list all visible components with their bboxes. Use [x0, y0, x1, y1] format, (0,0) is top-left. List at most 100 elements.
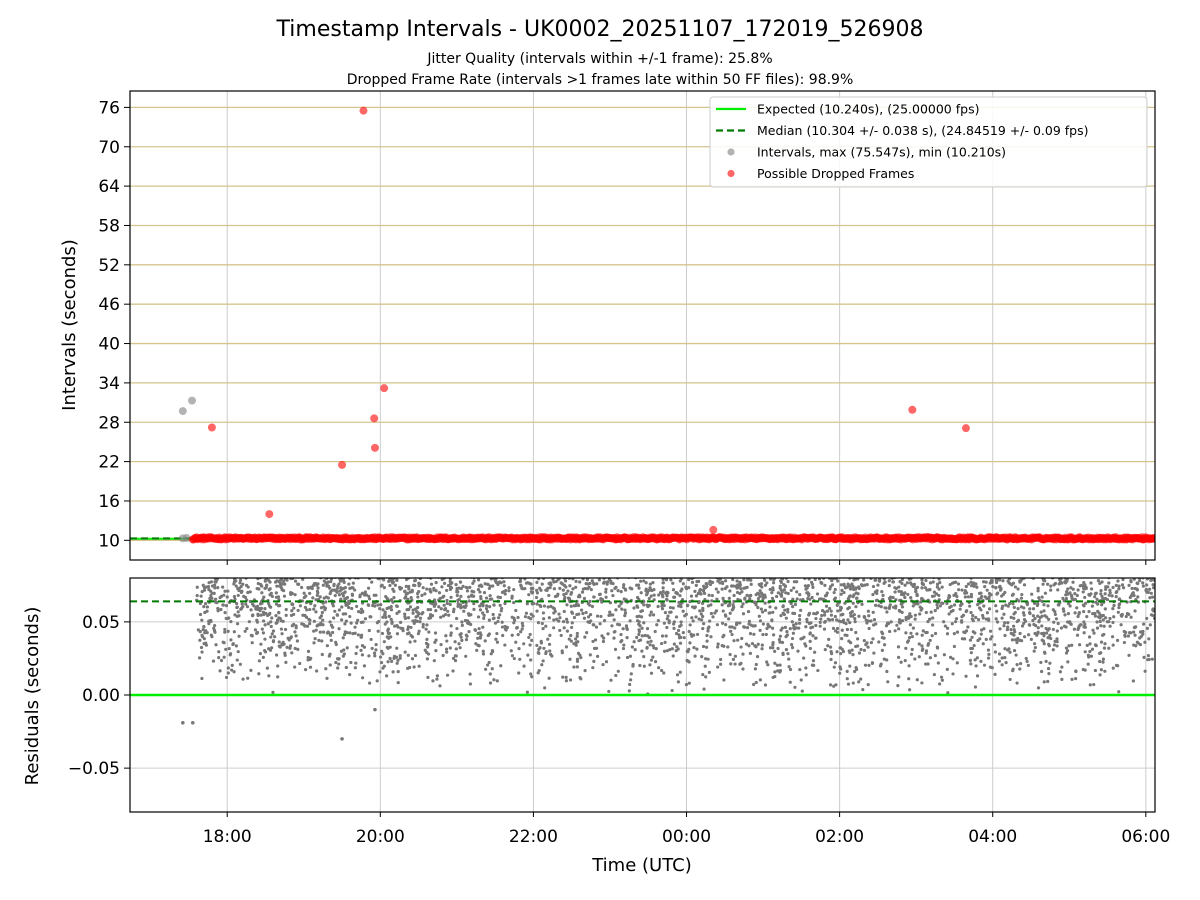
residual-point [462, 574, 465, 577]
residual-point [915, 593, 919, 598]
residual-point [308, 621, 312, 626]
residual-point [969, 610, 973, 615]
residual-point [343, 597, 347, 601]
residual-point [823, 594, 828, 598]
residual-point [426, 573, 429, 576]
residual-point [541, 627, 545, 631]
residual-point [766, 623, 770, 627]
residual-point [586, 615, 591, 619]
residual-point [924, 651, 928, 655]
residual-point [874, 598, 879, 603]
residuals-plot-area [130, 569, 1155, 741]
residual-point [472, 607, 476, 611]
residual-point [295, 639, 300, 643]
residual-point [281, 588, 286, 593]
residual-point [998, 627, 1002, 631]
residual-point [445, 572, 448, 575]
residual-point [1150, 595, 1155, 599]
residual-point [745, 626, 750, 630]
residual-point [424, 627, 428, 631]
residual-point [661, 581, 665, 585]
residual-point [642, 603, 646, 607]
residual-point [575, 631, 579, 636]
residual-point [871, 584, 876, 589]
legend: Expected (10.240s), (25.00000 fps)Median… [709, 96, 1148, 188]
residual-point [962, 630, 966, 634]
residual-point [562, 626, 566, 630]
residual-point [355, 621, 359, 625]
residual-point [909, 596, 913, 600]
residual-point [382, 664, 386, 668]
residual-point [1150, 569, 1153, 572]
residual-point [637, 614, 641, 618]
residual-point [464, 633, 468, 637]
residual-point [462, 570, 465, 573]
residual-point [904, 646, 908, 650]
residual-point [776, 591, 780, 595]
residual-point [298, 604, 303, 608]
residual-point [468, 570, 471, 573]
residual-point [488, 594, 492, 598]
residual-point [1022, 635, 1027, 639]
residual-point [451, 656, 456, 660]
residual-point [979, 596, 983, 600]
residual-point [535, 580, 539, 584]
residual-point [1099, 640, 1104, 644]
residual-point [795, 590, 799, 594]
residual-point [662, 671, 666, 675]
residual-point [230, 663, 234, 667]
residual-point [701, 606, 705, 610]
residual-point [829, 649, 833, 654]
residual-point [820, 609, 825, 613]
residual-point [241, 605, 245, 609]
residual-point [367, 594, 371, 598]
residual-point [859, 647, 863, 652]
residual-point [757, 614, 761, 618]
residual-point [668, 648, 672, 652]
residual-point [986, 617, 991, 621]
residual-point [1075, 633, 1080, 637]
residual-point [828, 606, 832, 611]
residual-point [1084, 569, 1087, 572]
residual-point [449, 633, 453, 637]
residual-point [1033, 616, 1037, 621]
residual-point [969, 580, 973, 584]
residual-point [1133, 633, 1137, 637]
residual-point [504, 628, 508, 632]
residual-point [317, 638, 321, 642]
residual-point [747, 594, 752, 598]
residual-point [1040, 599, 1044, 604]
residual-point [390, 573, 393, 576]
residual-point [727, 596, 731, 600]
residual-point [688, 641, 692, 645]
residual-point [223, 572, 226, 575]
residual-point [954, 592, 958, 596]
residual-point [382, 640, 386, 644]
residual-point [487, 586, 491, 591]
residual-point [792, 626, 796, 630]
residual-point [283, 653, 287, 657]
residual-point [784, 648, 789, 652]
residual-point [549, 583, 553, 587]
residual-point [268, 611, 272, 615]
residual-point [578, 675, 582, 680]
residual-point [702, 622, 706, 626]
residual-point [433, 574, 436, 577]
residual-point [476, 636, 480, 640]
residual-point [753, 667, 758, 671]
residual-point [209, 633, 213, 637]
residual-point [221, 574, 224, 577]
residual-point [789, 588, 793, 593]
residual-point [574, 574, 577, 577]
residual-point [460, 623, 464, 627]
residual-point [248, 590, 252, 594]
residual-point [1123, 633, 1127, 637]
residual-point [866, 619, 870, 623]
residual-point [738, 621, 742, 625]
residual-point [711, 580, 715, 584]
residual-point [1031, 607, 1036, 611]
residual-point [548, 649, 552, 653]
residual-point [1006, 625, 1010, 629]
residual-point [649, 610, 653, 614]
residual-point [563, 595, 567, 600]
